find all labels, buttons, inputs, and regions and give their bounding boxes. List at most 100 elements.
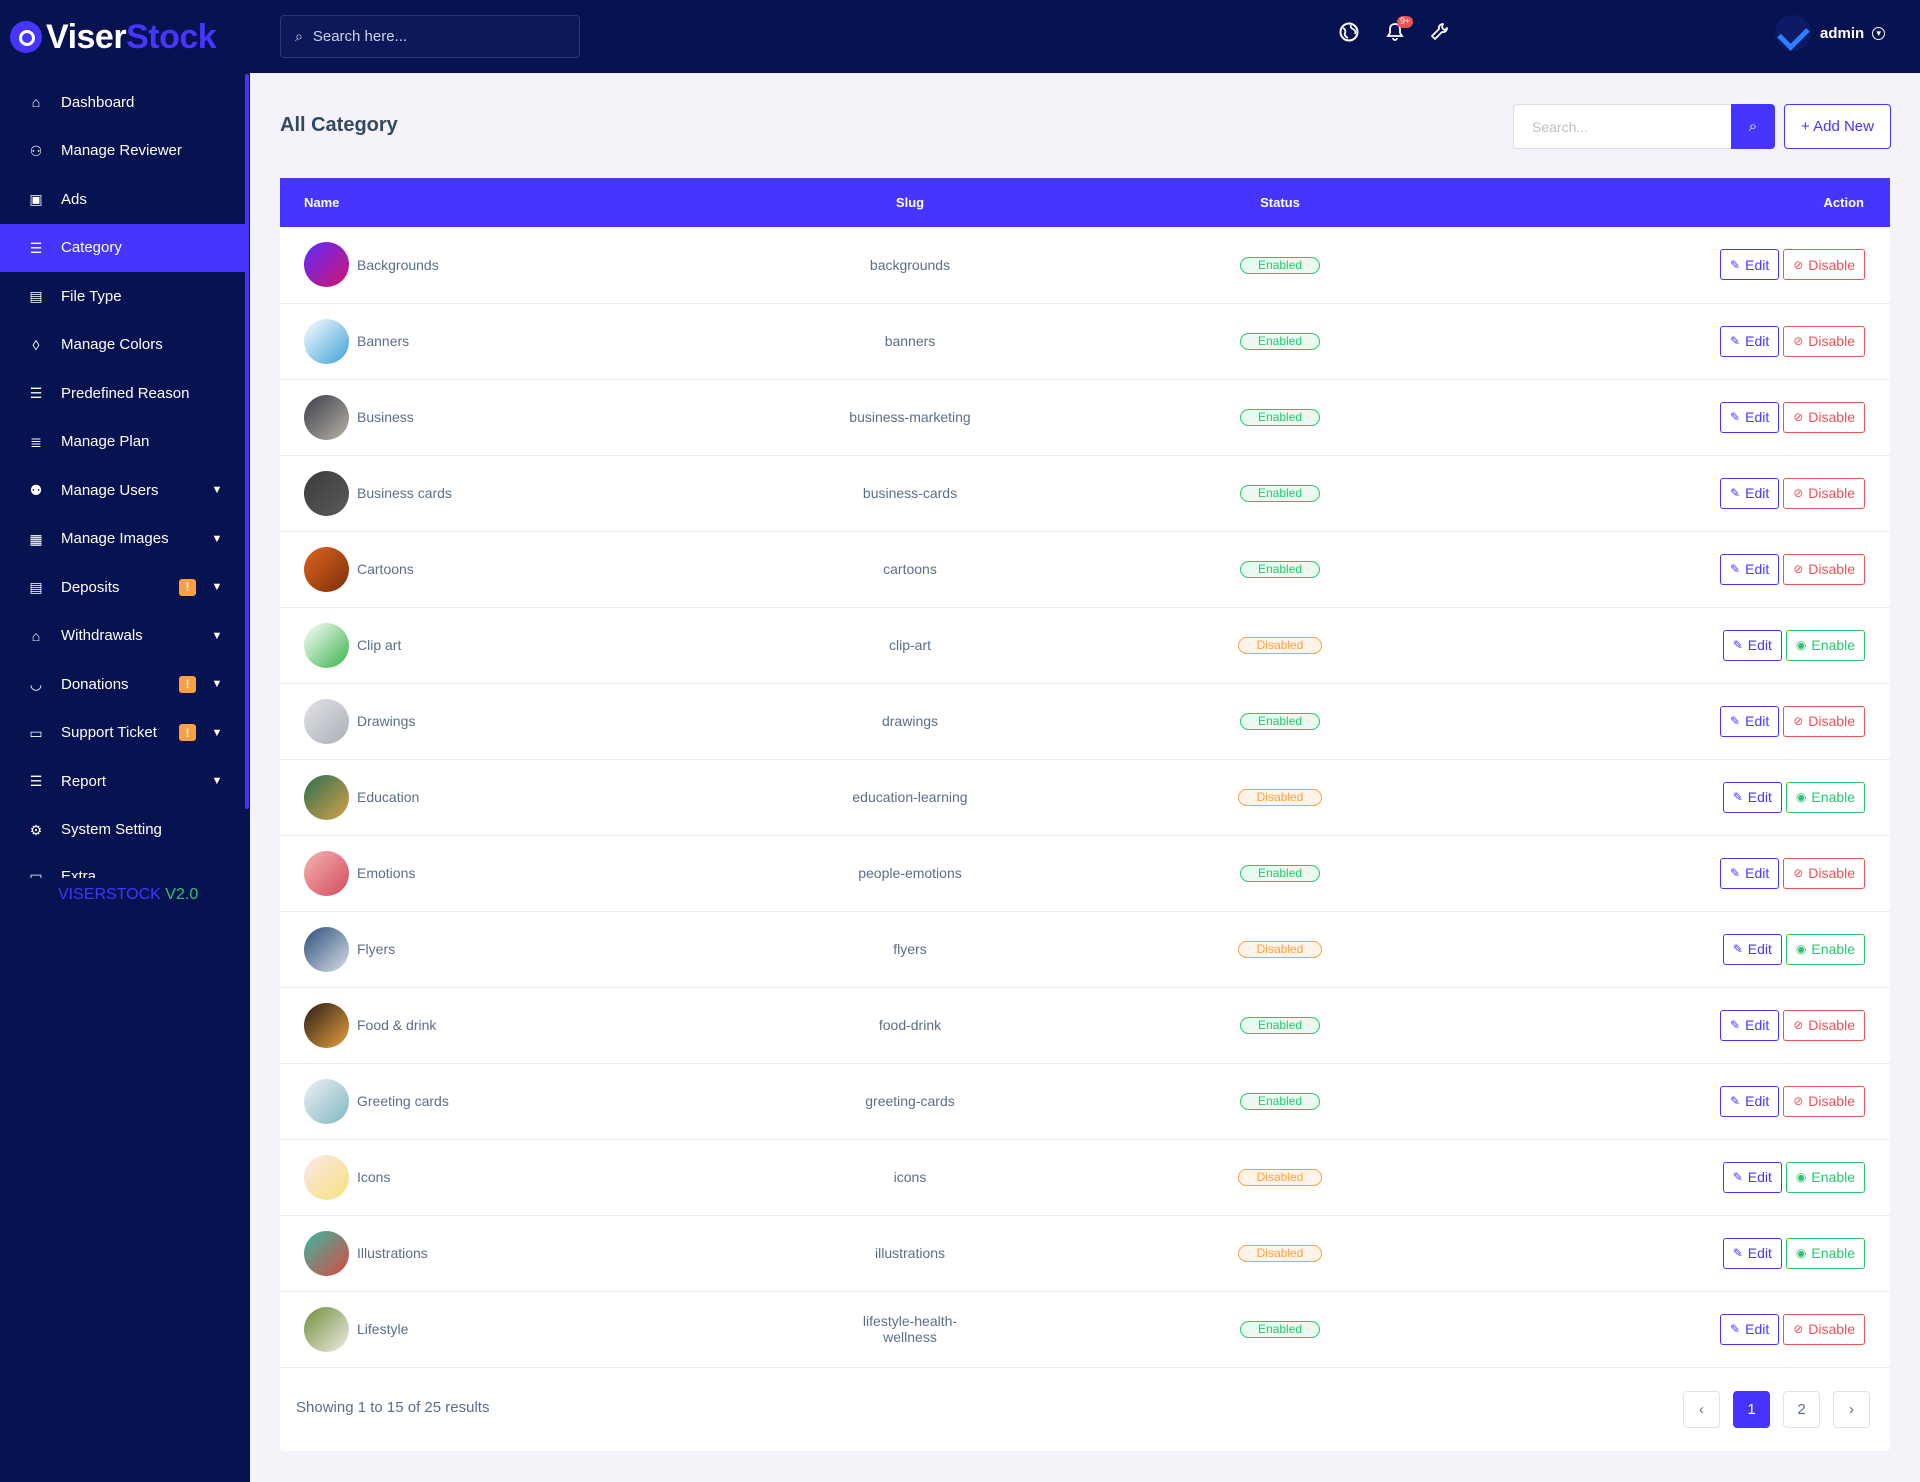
brand-logo[interactable]: ViserStock [0, 0, 250, 74]
pagination-prev-button[interactable]: ‹ [1683, 1391, 1720, 1428]
sidebar-item-label: Withdrawals [61, 627, 143, 645]
search-button[interactable]: ⌕ [1731, 104, 1775, 149]
wrench-icon[interactable] [1427, 20, 1451, 44]
category-slug: people-emotions [858, 865, 962, 881]
sidebar-item-category[interactable]: ☰ Category [0, 223, 245, 272]
global-search-input[interactable] [312, 28, 563, 45]
enable-button[interactable]: ◉ Enable [1785, 781, 1865, 813]
edit-button[interactable]: ✎ Edit [1720, 1313, 1780, 1345]
cell-name: Lifestyle [280, 1291, 840, 1367]
disable-button[interactable]: ⊘ Disable [1783, 1085, 1865, 1117]
category-name: Education [357, 789, 420, 805]
disable-button[interactable]: ⊘ Disable [1783, 705, 1865, 737]
disable-button[interactable]: ⊘ Disable [1783, 325, 1865, 357]
sidebar-item-system-setting[interactable]: ⚙ System Setting [0, 806, 245, 855]
hand-coin-icon: ◡ [29, 676, 43, 693]
sidebar-item-ads[interactable]: ▣ Ads [0, 175, 245, 224]
table-row: Banners banners Enabled ✎ Edit ⊘ Disable [280, 303, 1890, 379]
cell-action: ✎ Edit ⊘ Disable [1580, 987, 1890, 1063]
edit-button[interactable]: ✎ Edit [1720, 553, 1780, 585]
sidebar-item-extra[interactable]: ▭ Extra [0, 854, 245, 878]
edit-button[interactable]: ✎ Edit [1720, 1009, 1780, 1041]
cell-name: Banners [280, 303, 840, 379]
eye-slash-icon: ⊘ [1793, 866, 1804, 880]
pagination-page-1[interactable]: 1 [1733, 1391, 1770, 1428]
sidebar-item-label: Manage Colors [61, 336, 163, 354]
edit-button[interactable]: ✎ Edit [1722, 781, 1782, 813]
edit-button[interactable]: ✎ Edit [1720, 705, 1780, 737]
edit-button[interactable]: ✎ Edit [1720, 857, 1780, 889]
sidebar-item-predefined-reason[interactable]: ☰ Predefined Reason [0, 369, 245, 418]
sidebar-item-manage-reviewer[interactable]: ⚇ Manage Reviewer [0, 127, 245, 176]
edit-button[interactable]: ✎ Edit [1720, 249, 1780, 281]
cell-action: ✎ Edit ◉ Enable [1580, 759, 1890, 835]
table-body: Backgrounds backgrounds Enabled ✎ Edit ⊘ Disab… [280, 227, 1890, 1367]
edit-button[interactable]: ✎ Edit [1722, 1161, 1782, 1193]
notification-count-badge: 9+ [1397, 16, 1414, 28]
chevron-down-icon: ▼ [211, 629, 223, 642]
disable-button[interactable]: ⊘ Disable [1783, 1313, 1865, 1345]
bell-icon[interactable]: 9+ [1383, 16, 1414, 44]
edit-button[interactable]: ✎ Edit [1720, 401, 1780, 433]
sidebar-item-support-ticket[interactable]: ▭ Support Ticket! ▼ [0, 709, 245, 758]
table-row: Flyers flyers Disabled ✎ Edit ◉ Enable [280, 911, 1890, 987]
globe-icon[interactable] [1337, 20, 1361, 44]
disable-button[interactable]: ⊘ Disable [1783, 249, 1865, 281]
disable-button[interactable]: ⊘ Disable [1783, 1009, 1865, 1041]
disable-button[interactable]: ⊘ Disable [1783, 857, 1865, 889]
cell-name: Emotions [280, 835, 840, 911]
sidebar-item-withdrawals[interactable]: ⌂ Withdrawals ▼ [0, 612, 245, 661]
status-badge: Enabled [1240, 1093, 1320, 1110]
enable-button[interactable]: ◉ Enable [1785, 1161, 1865, 1193]
sidebar-item-manage-colors[interactable]: ◊ Manage Colors [0, 321, 245, 370]
sidebar-item-dashboard[interactable]: ⌂ Dashboard [0, 78, 245, 127]
users-icon: ⚉ [29, 482, 43, 499]
cell-status: Enabled [980, 531, 1580, 607]
cell-action: ✎ Edit ⊘ Disable [1580, 531, 1890, 607]
sidebar-scrollbar[interactable] [245, 74, 249, 809]
cell-action: ✎ Edit ◉ Enable [1580, 607, 1890, 683]
disable-button[interactable]: ⊘ Disable [1783, 477, 1865, 509]
logo-icon [10, 21, 42, 53]
status-badge: Enabled [1240, 1321, 1320, 1338]
add-new-button[interactable]: + Add New [1784, 104, 1891, 149]
edit-button[interactable]: ✎ Edit [1720, 477, 1780, 509]
edit-button[interactable]: ✎ Edit [1720, 325, 1780, 357]
category-slug: cartoons [883, 561, 937, 577]
pagination-page-2[interactable]: 2 [1783, 1391, 1820, 1428]
eye-slash-icon: ⊘ [1793, 1018, 1804, 1032]
cell-status: Disabled [980, 1215, 1580, 1291]
category-slug: icons [893, 1169, 927, 1185]
edit-button[interactable]: ✎ Edit [1722, 933, 1782, 965]
sidebar-item-file-type[interactable]: ▤ File Type [0, 272, 245, 321]
edit-button[interactable]: ✎ Edit [1722, 629, 1782, 661]
disable-button[interactable]: ⊘ Disable [1783, 553, 1865, 585]
pencil-icon: ✎ [1730, 1018, 1741, 1032]
edit-button[interactable]: ✎ Edit [1720, 1085, 1780, 1117]
enable-button[interactable]: ◉ Enable [1785, 629, 1865, 661]
category-thumbnail [304, 926, 349, 972]
chevron-down-icon: ▼ [211, 726, 223, 739]
page-title: All Category [280, 114, 398, 136]
disable-button[interactable]: ⊘ Disable [1783, 401, 1865, 433]
chevron-down-icon: ▼ [211, 678, 223, 691]
ticket-icon: ▭ [29, 724, 43, 741]
sidebar-item-report[interactable]: ☰ Report ▼ [0, 757, 245, 806]
edit-button[interactable]: ✎ Edit [1722, 1237, 1782, 1269]
user-menu[interactable]: admin ▼ [1775, 15, 1886, 51]
sidebar-item-donations[interactable]: ◡ Donations! ▼ [0, 660, 245, 709]
version-label: VISERSTOCK V2.0 [58, 886, 199, 903]
pagination-next-button[interactable]: › [1833, 1391, 1870, 1428]
eye-slash-icon: ⊘ [1793, 486, 1804, 500]
sidebar-item-manage-plan[interactable]: ≣ Manage Plan [0, 418, 245, 467]
cell-action: ✎ Edit ⊘ Disable [1580, 1291, 1890, 1367]
enable-button[interactable]: ◉ Enable [1785, 933, 1865, 965]
enable-button[interactable]: ◉ Enable [1785, 1237, 1865, 1269]
cell-status: Enabled [980, 835, 1580, 911]
cell-action: ✎ Edit ⊘ Disable [1580, 683, 1890, 759]
category-search-input[interactable] [1513, 104, 1731, 149]
category-slug: food-drink [878, 1017, 942, 1033]
sidebar-item-deposits[interactable]: ▤ Deposits! ▼ [0, 563, 245, 612]
sidebar-item-manage-images[interactable]: ▦ Manage Images ▼ [0, 515, 245, 564]
sidebar-item-manage-users[interactable]: ⚉ Manage Users ▼ [0, 466, 245, 515]
